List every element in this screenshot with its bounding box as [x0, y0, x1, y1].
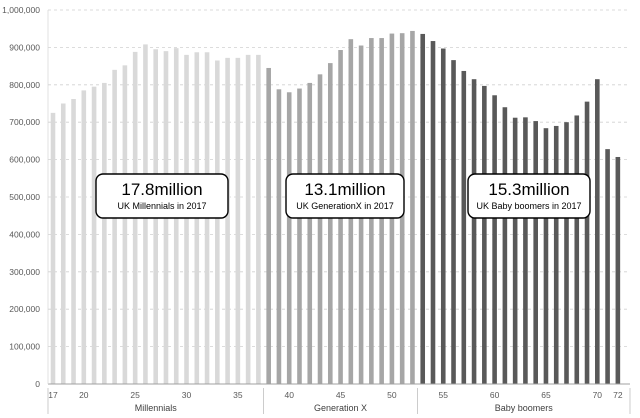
- y-tick-label: 500,000: [9, 192, 40, 202]
- bar-age-44: [327, 63, 333, 384]
- bar-age-64: [533, 121, 538, 384]
- x-tick-label: 60: [490, 390, 500, 400]
- bar-age-23: [112, 69, 117, 384]
- bar-age-60: [492, 95, 497, 384]
- bar-age-53: [420, 33, 426, 384]
- y-tick-label: 300,000: [9, 267, 40, 277]
- callouts: 17.8million UK Millennials in 2017 13.1mil…: [95, 173, 591, 219]
- bar-age-63: [523, 117, 528, 384]
- bar-age-55: [440, 48, 446, 384]
- callout-total: 17.8million: [121, 180, 202, 199]
- bar-age-72: [615, 156, 621, 384]
- x-tick-label: 25: [130, 390, 140, 400]
- bar-age-37: [256, 54, 261, 384]
- x-tick-label: 50: [387, 390, 397, 400]
- x-tick-label: 17: [48, 390, 58, 400]
- bar-age-70: [595, 79, 600, 384]
- y-tick-label: 100,000: [9, 342, 40, 352]
- bar-age-40: [286, 92, 292, 384]
- callout-box: [467, 173, 591, 219]
- y-tick-label: 600,000: [9, 155, 40, 165]
- bar-age-33: [215, 60, 220, 385]
- bar-age-52: [410, 30, 415, 384]
- bar-age-41: [297, 88, 302, 384]
- bar-age-58: [471, 79, 477, 384]
- bar-age-30: [184, 54, 189, 384]
- y-tick-label: 1,000,000: [2, 5, 40, 15]
- x-tick-label: 72: [613, 390, 623, 400]
- y-tick-label: 800,000: [9, 80, 40, 90]
- x-tick-label: 45: [336, 390, 346, 400]
- bar-age-38: [266, 67, 271, 384]
- bar-age-20: [81, 90, 87, 384]
- group-label: Generation X: [314, 403, 367, 413]
- x-axis: [47, 10, 630, 385]
- generation-groups: Millennials Generation X Baby boomers: [47, 388, 631, 414]
- bar-age-35: [235, 57, 241, 384]
- bar-age-71: [605, 149, 610, 384]
- bar-age-21: [91, 86, 97, 385]
- bar-age-56: [451, 60, 456, 385]
- bar-age-17: [50, 112, 56, 384]
- callout-caption: UK GenerationX in 2017: [296, 201, 394, 211]
- bar-age-68: [574, 115, 580, 384]
- callout-total: 15.3million: [488, 180, 569, 199]
- x-tick-label: 40: [284, 390, 294, 400]
- callout-total: 13.1million: [304, 180, 385, 199]
- bar-age-62: [512, 117, 518, 384]
- y-tick-label: 200,000: [9, 304, 40, 314]
- bar-age-39: [276, 89, 282, 385]
- x-tick-label: 20: [79, 390, 89, 400]
- bar-age-22: [102, 82, 107, 385]
- group-label: Millennials: [135, 403, 178, 413]
- callout-caption: UK Millennials in 2017: [117, 201, 206, 211]
- bar-age-57: [461, 70, 467, 384]
- x-tick-label: 55: [439, 390, 449, 400]
- bar-age-43: [317, 74, 323, 384]
- bar-age-61: [502, 107, 508, 385]
- y-tick-label: 0: [35, 379, 40, 389]
- x-tick-label: 65: [541, 390, 551, 400]
- bar-age-66: [553, 125, 559, 384]
- bar-age-54: [430, 41, 436, 385]
- x-tick-label: 35: [233, 390, 243, 400]
- y-axis-tick-labels: 0 100,000 200,000 300,000 400,000 500,000 600,…: [2, 5, 40, 389]
- bar-age-18: [60, 103, 66, 384]
- y-tick-label: 400,000: [9, 229, 40, 239]
- x-tick-label: 30: [182, 390, 192, 400]
- bar-age-24: [122, 65, 128, 385]
- bar-age-69: [584, 101, 590, 384]
- x-axis-tick-labels: 17 20 25 30 35 40 45 50 55 60 65 70 72: [48, 390, 623, 400]
- bar-age-42: [307, 82, 313, 385]
- callout-box: [95, 173, 229, 219]
- group-label: Baby boomers: [495, 403, 554, 413]
- bar-age-59: [482, 85, 487, 384]
- callout-caption: UK Baby boomers in 2017: [476, 201, 581, 211]
- x-tick-label: 70: [593, 390, 603, 400]
- callout-box: [285, 173, 405, 219]
- y-tick-label: 900,000: [9, 42, 40, 52]
- bar-age-65: [543, 128, 549, 384]
- bar-age-36: [245, 54, 251, 384]
- bar-age-34: [225, 57, 230, 384]
- y-tick-label: 700,000: [9, 117, 40, 127]
- bar-age-19: [71, 99, 76, 385]
- bar-age-67: [564, 122, 569, 384]
